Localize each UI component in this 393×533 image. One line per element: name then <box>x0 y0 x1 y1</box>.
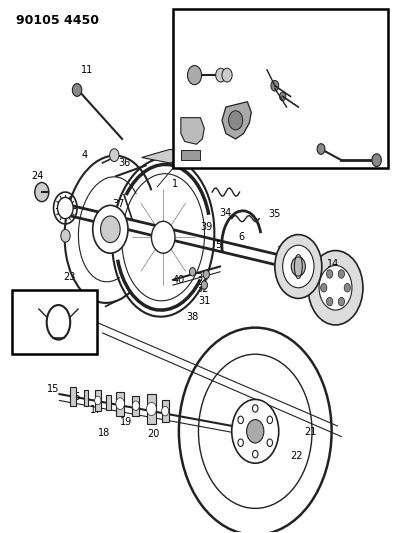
Circle shape <box>110 149 119 161</box>
Text: 38: 38 <box>186 312 199 322</box>
Bar <box>106 394 111 409</box>
Text: 16: 16 <box>69 392 81 402</box>
Circle shape <box>229 111 243 130</box>
Text: 24: 24 <box>32 171 44 181</box>
Polygon shape <box>181 150 200 160</box>
Text: 35: 35 <box>269 209 281 220</box>
Text: 8: 8 <box>329 159 335 169</box>
Text: 29: 29 <box>333 290 345 301</box>
Circle shape <box>344 284 351 292</box>
Text: 5: 5 <box>215 240 221 250</box>
Text: 36: 36 <box>118 158 130 168</box>
Polygon shape <box>222 102 252 139</box>
Circle shape <box>327 270 333 278</box>
Text: 26: 26 <box>34 328 46 338</box>
Circle shape <box>232 399 279 463</box>
Circle shape <box>271 80 279 91</box>
Text: 10: 10 <box>186 76 199 85</box>
Polygon shape <box>141 150 200 163</box>
Circle shape <box>283 245 314 288</box>
Circle shape <box>317 144 325 155</box>
Circle shape <box>57 197 73 219</box>
Circle shape <box>338 297 345 306</box>
Circle shape <box>101 216 120 243</box>
Text: 18: 18 <box>98 428 110 438</box>
Text: 11: 11 <box>81 65 93 75</box>
Circle shape <box>327 297 333 306</box>
Circle shape <box>187 66 202 85</box>
Text: 32: 32 <box>196 284 209 294</box>
Bar <box>147 394 156 424</box>
Circle shape <box>222 68 232 82</box>
Circle shape <box>319 265 352 310</box>
Bar <box>173 9 388 168</box>
Text: 23: 23 <box>63 272 75 282</box>
Circle shape <box>338 270 345 278</box>
Polygon shape <box>181 118 204 144</box>
Text: 39: 39 <box>200 222 212 232</box>
Text: 22: 22 <box>290 451 303 461</box>
Text: 27: 27 <box>249 71 261 81</box>
Circle shape <box>147 402 156 416</box>
Circle shape <box>308 251 363 325</box>
Text: 30: 30 <box>173 158 185 168</box>
Text: 40: 40 <box>173 275 185 285</box>
Bar <box>95 390 101 411</box>
Circle shape <box>372 154 381 166</box>
Bar <box>84 390 88 406</box>
Circle shape <box>321 284 327 292</box>
Bar <box>162 400 169 422</box>
Circle shape <box>35 182 49 201</box>
Text: 25: 25 <box>32 338 44 349</box>
Bar <box>13 290 97 354</box>
Text: 31: 31 <box>198 296 211 306</box>
Circle shape <box>275 235 322 298</box>
Text: 20: 20 <box>147 429 160 439</box>
Circle shape <box>279 92 286 101</box>
Circle shape <box>291 257 305 276</box>
Circle shape <box>201 281 208 289</box>
Circle shape <box>203 270 209 279</box>
Circle shape <box>132 401 140 410</box>
Text: 19: 19 <box>120 417 132 427</box>
Text: 1: 1 <box>172 179 178 189</box>
Circle shape <box>116 398 125 409</box>
Circle shape <box>216 68 226 82</box>
Circle shape <box>189 268 196 276</box>
Bar <box>132 395 140 416</box>
Circle shape <box>93 205 128 253</box>
Circle shape <box>151 221 175 253</box>
Text: 34: 34 <box>220 208 232 219</box>
Text: 3: 3 <box>368 81 374 91</box>
Text: 6: 6 <box>239 232 244 243</box>
Text: 7: 7 <box>305 147 311 157</box>
Text: 12: 12 <box>276 246 289 255</box>
Text: 90105 4450: 90105 4450 <box>17 14 99 27</box>
Text: 28: 28 <box>261 91 273 101</box>
Bar <box>70 387 76 406</box>
Circle shape <box>247 419 264 443</box>
Circle shape <box>86 290 96 303</box>
Text: 15: 15 <box>48 384 60 394</box>
Circle shape <box>61 229 70 242</box>
Bar <box>116 392 125 416</box>
Text: 13: 13 <box>298 256 310 266</box>
Text: 33: 33 <box>196 273 209 283</box>
Circle shape <box>162 406 169 416</box>
Circle shape <box>95 396 101 405</box>
Circle shape <box>72 84 82 96</box>
Text: 17: 17 <box>90 405 103 415</box>
Text: 2: 2 <box>348 102 354 112</box>
Text: 37: 37 <box>112 199 124 209</box>
Text: 21: 21 <box>304 427 316 438</box>
Text: 4: 4 <box>82 150 88 160</box>
Text: 9: 9 <box>191 139 198 149</box>
Text: 14: 14 <box>327 259 340 269</box>
